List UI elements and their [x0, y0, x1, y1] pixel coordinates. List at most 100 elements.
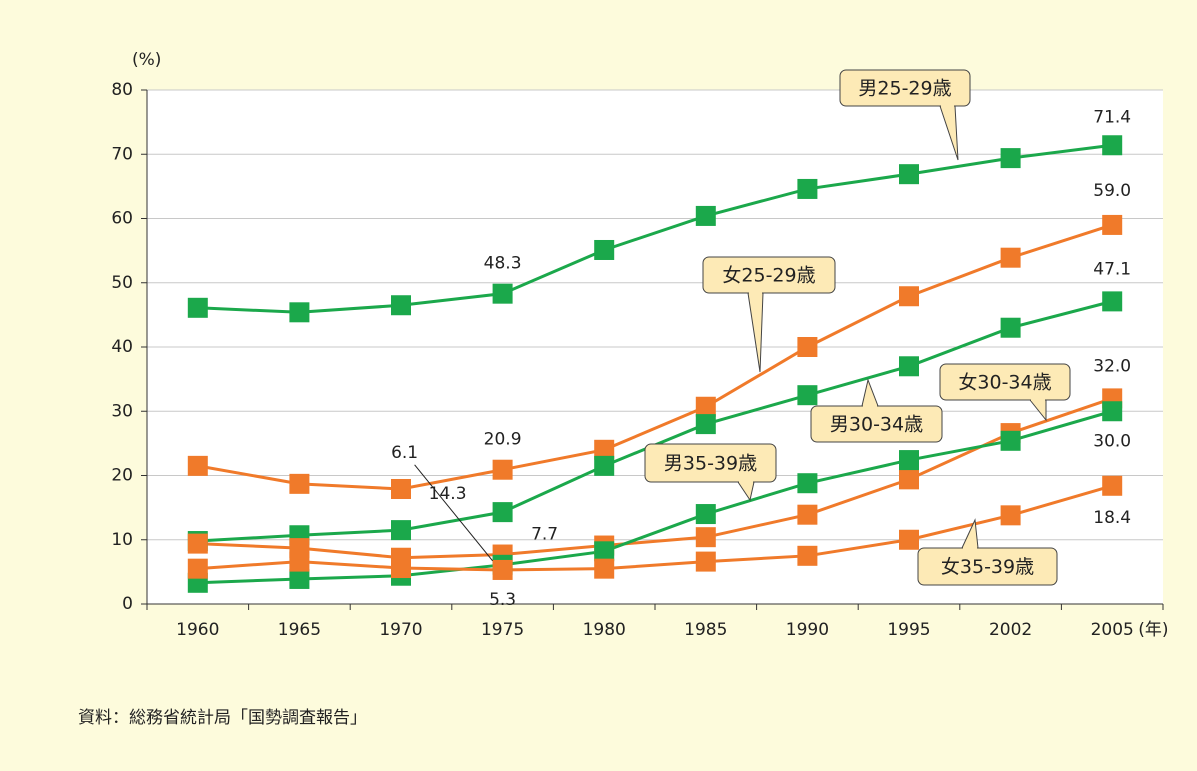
- y-unit: (%): [132, 50, 161, 70]
- marker: [1102, 214, 1123, 235]
- callout-box: [702, 256, 836, 294]
- y-tick-label: 50: [111, 273, 133, 293]
- data-label: 48.3: [484, 254, 522, 274]
- marker: [1102, 291, 1123, 312]
- data-label: 7.7: [531, 525, 558, 545]
- series-line: [197, 143, 1113, 314]
- series-line: [197, 409, 1113, 585]
- callout-box: [917, 547, 1058, 586]
- y-tick-label: 10: [111, 530, 133, 550]
- callout-box: [939, 363, 1071, 401]
- callout: 女25-29歳: [702, 256, 836, 373]
- data-label: 30.0: [1093, 431, 1131, 451]
- marker: [1000, 505, 1021, 526]
- marker: [1000, 317, 1021, 338]
- legend-label: 男35-39歳: [664, 453, 757, 475]
- series-line: [197, 223, 1113, 491]
- marker: [695, 527, 716, 548]
- marker: [899, 450, 919, 471]
- marker: [187, 558, 208, 579]
- marker: [391, 558, 411, 579]
- callout: 男35-39歳: [644, 443, 777, 502]
- x-tick-label: 1970: [379, 620, 422, 640]
- y-tick-label: 80: [111, 80, 133, 100]
- marker: [797, 337, 818, 357]
- data-label: 71.4: [1093, 107, 1131, 127]
- x-tick-label: 1985: [684, 620, 727, 640]
- callout: 女35-39歳: [917, 518, 1058, 586]
- y-tick-label: 40: [111, 337, 133, 357]
- marker: [289, 473, 310, 494]
- marker: [797, 504, 818, 525]
- marker: [391, 295, 411, 316]
- marker: [797, 385, 818, 406]
- x-tick-label: 1980: [583, 620, 626, 640]
- marker: [695, 504, 716, 525]
- marker: [289, 568, 310, 589]
- marker: [492, 459, 513, 480]
- y-tick-label: 20: [111, 466, 133, 486]
- legend-label: 女35-39歳: [941, 556, 1034, 578]
- callout-box: [839, 69, 971, 107]
- marker: [187, 533, 208, 554]
- marker: [797, 178, 818, 199]
- source: 資料：総務省統計局「国勢調査報告」: [78, 708, 367, 728]
- callout: 女30-34歳: [939, 363, 1071, 422]
- x-tick-label: 1990: [786, 620, 829, 640]
- series-line: [197, 396, 1113, 560]
- leader-line: [414, 464, 493, 562]
- y-tick-label: 0: [122, 594, 133, 614]
- marker: [899, 356, 919, 377]
- marker: [594, 558, 615, 579]
- marker: [594, 455, 615, 476]
- marker: [899, 164, 919, 185]
- x-tick-label: 1965: [278, 620, 321, 640]
- data-label: 59.0: [1093, 181, 1131, 201]
- x-unit: (年): [1138, 620, 1168, 640]
- x-tick-label: 1960: [176, 620, 219, 640]
- legend-label: 女25-29歳: [722, 265, 815, 287]
- marker: [695, 396, 716, 417]
- callout-box: [644, 443, 777, 483]
- x-tick-label: 2005: [1091, 620, 1134, 640]
- data-label: 32.0: [1093, 356, 1131, 376]
- marker: [492, 283, 513, 304]
- legend-label: 男30-34歳: [830, 414, 923, 436]
- marker: [695, 414, 716, 435]
- data-label: 6.1: [391, 443, 418, 463]
- marker: [187, 297, 208, 318]
- y-tick-label: 70: [111, 144, 133, 164]
- x-tick-label: 1995: [887, 620, 930, 640]
- marker: [695, 551, 716, 572]
- marker: [899, 529, 919, 550]
- callout: 男30-34歳: [810, 378, 943, 443]
- series-line: [197, 484, 1113, 572]
- marker: [289, 551, 310, 572]
- x-tick-label: 2002: [989, 620, 1032, 640]
- marker: [391, 478, 411, 499]
- data-label: 18.4: [1093, 508, 1131, 528]
- marker: [1102, 475, 1123, 496]
- marker: [1000, 430, 1021, 451]
- marker: [289, 302, 310, 323]
- marker: [797, 545, 818, 566]
- data-label: 47.1: [1093, 259, 1131, 279]
- marker: [594, 439, 615, 460]
- x-tick-label: 1975: [481, 620, 524, 640]
- marker: [187, 455, 208, 476]
- marker: [594, 541, 615, 562]
- marker: [492, 559, 513, 580]
- marker: [492, 502, 513, 523]
- legend-label: 女30-34歳: [958, 372, 1051, 394]
- marker: [899, 286, 919, 307]
- legend-label: 男25-29歳: [858, 78, 951, 100]
- marker: [797, 473, 818, 494]
- marker: [391, 520, 411, 541]
- data-label: 20.9: [484, 430, 522, 450]
- callout: 男25-29歳: [839, 69, 971, 161]
- marker: [695, 205, 716, 226]
- marker: [1102, 135, 1123, 156]
- marker: [1000, 148, 1021, 169]
